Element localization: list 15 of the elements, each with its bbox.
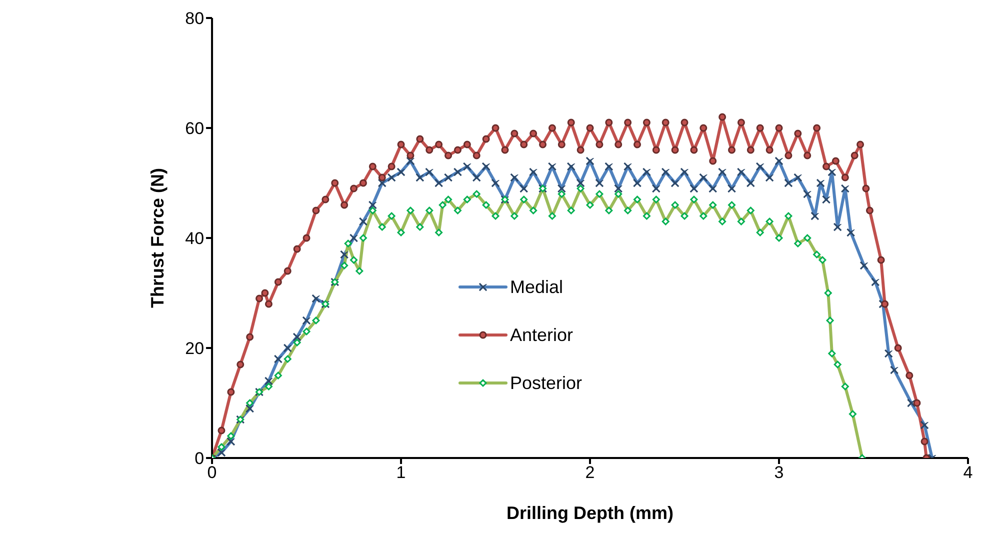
y-tick-label: 40 (185, 229, 204, 248)
x-tick-label: 0 (207, 463, 217, 482)
x-tick-label: 3 (774, 463, 784, 482)
legend-label: Medial (510, 276, 564, 298)
x-tick-label: 4 (963, 463, 973, 482)
y-axis-title: Thrust Force (N) (147, 168, 168, 308)
y-tick-label: 60 (185, 119, 204, 138)
y-tick-label: 0 (194, 449, 204, 468)
legend-label: Posterior (510, 372, 582, 394)
x-axis-title: Drilling Depth (mm) (506, 502, 674, 523)
legend-label: Anterior (510, 324, 574, 346)
x-tick-label: 1 (396, 463, 406, 482)
y-tick-label: 20 (185, 339, 204, 358)
y-tick-label: 80 (185, 9, 204, 28)
x-tick-label: 2 (585, 463, 595, 482)
